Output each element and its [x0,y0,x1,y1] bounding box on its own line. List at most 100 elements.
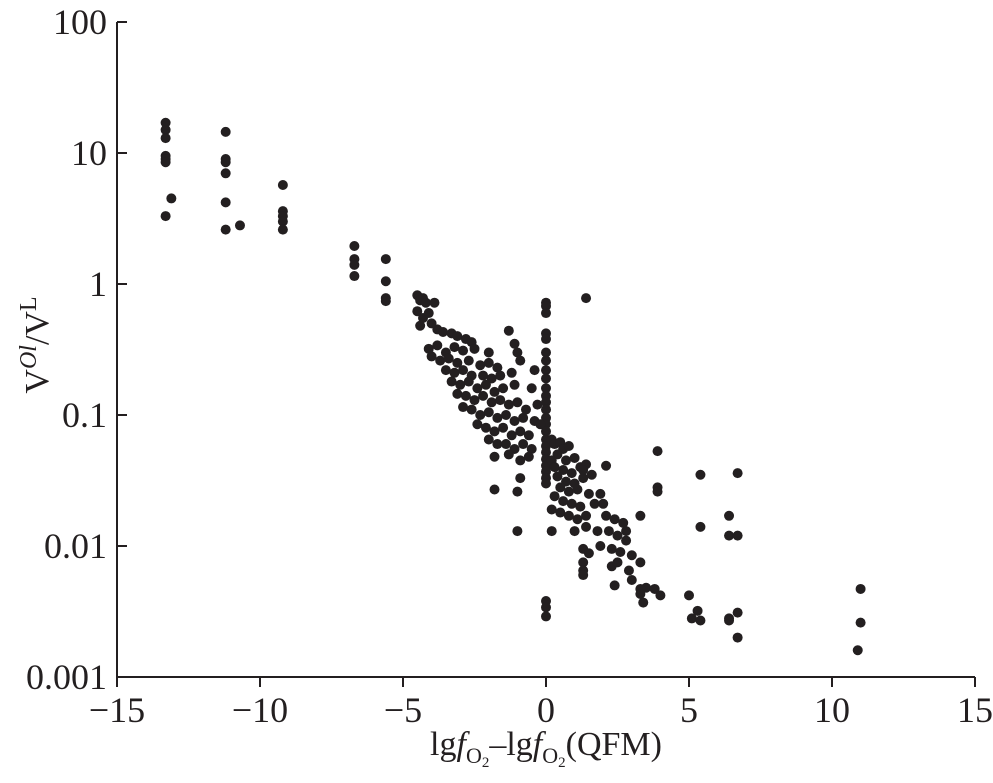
data-point [452,357,463,368]
data-point [575,501,586,512]
data-point [526,444,537,455]
data-point [621,535,632,546]
data-point [380,276,391,287]
data-point [500,439,511,450]
data-point [415,320,426,331]
data-point [638,597,649,608]
data-point [277,179,288,190]
data-point [438,327,449,338]
data-point [855,617,866,628]
data-point [652,446,663,457]
data-point [523,430,534,441]
data-point [515,355,526,366]
data-point [503,449,514,460]
data-point [432,340,443,351]
data-point [732,632,743,643]
data-point [472,383,483,394]
data-points [160,117,866,656]
data-point [429,297,440,308]
data-point [695,521,706,532]
data-point [578,465,589,476]
data-point [498,422,509,433]
data-point [509,415,520,426]
data-point [595,541,606,551]
data-point [455,379,466,390]
y-tick-label: 10 [71,133,107,173]
data-point [535,419,546,430]
y-tick-label: 0.1 [62,395,107,435]
data-point [489,386,500,397]
data-point [601,460,612,471]
data-point [506,430,517,441]
data-point [569,526,580,537]
data-point [589,498,600,509]
data-point [732,530,743,541]
data-point [483,347,494,358]
data-point [483,407,494,418]
data-point [423,308,434,319]
data-point [480,422,491,433]
x-tick-label: 10 [814,690,850,730]
data-point [592,526,603,537]
data-point [452,388,463,399]
data-point [583,548,594,559]
data-point [520,404,531,415]
data-point [724,510,735,521]
data-point [515,426,526,437]
data-point [566,498,577,509]
data-point [495,370,506,381]
data-point [492,412,503,423]
data-point [541,300,551,311]
data-point [509,338,520,349]
data-point [160,133,171,144]
data-point [475,410,486,420]
data-point [558,465,569,476]
data-point [541,426,551,437]
data-point [478,370,489,381]
data-point [458,365,469,376]
data-point [458,345,469,356]
data-point [469,395,480,406]
data-point [458,402,469,413]
data-point [615,546,626,557]
data-point [498,383,509,394]
data-point [546,504,557,515]
data-point [449,342,460,353]
data-point [684,590,694,601]
data-point [578,473,589,484]
data-point [724,615,735,626]
data-point [506,367,517,378]
data-point [635,589,646,600]
data-point [541,365,551,376]
data-point [518,439,529,450]
data-point [649,583,660,594]
data-point [483,357,494,368]
x-tick-label: −10 [232,690,288,730]
data-point [529,365,540,376]
data-point [578,570,589,581]
data-point [655,590,666,601]
data-point [440,365,451,376]
data-point [555,507,566,518]
data-point [512,486,523,497]
data-point [480,379,491,390]
data-point [380,296,391,307]
data-point [541,478,551,489]
data-point [541,383,551,394]
data-point [166,193,177,204]
data-point [572,484,583,495]
data-point [586,469,597,480]
data-point [526,383,537,394]
data-point [220,197,231,208]
data-point [380,254,391,265]
data-point [569,452,580,463]
x-tick-label: 0 [537,690,555,730]
data-point [503,399,514,410]
data-point [420,297,431,308]
data-point [160,117,171,128]
data-point [277,216,288,227]
data-point [220,224,231,235]
data-point [463,376,474,387]
data-point [563,510,574,521]
data-point [555,482,566,493]
